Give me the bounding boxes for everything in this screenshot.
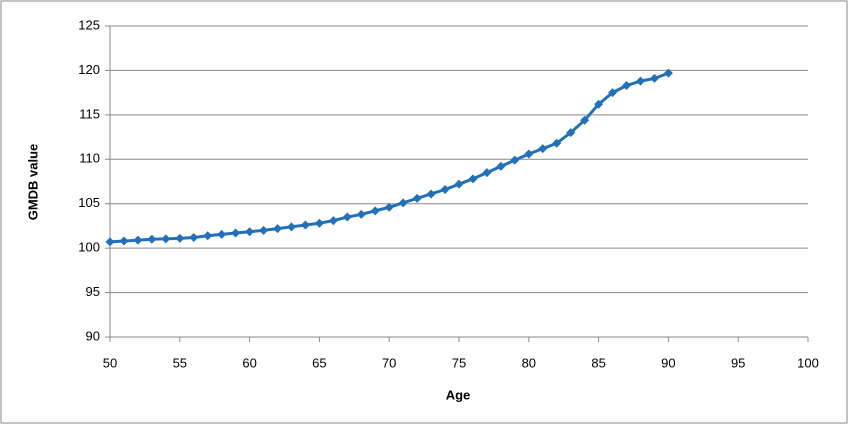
- data-point: [482, 168, 492, 178]
- data-point: [440, 184, 450, 194]
- data-point: [524, 149, 534, 159]
- data-point: [342, 212, 352, 222]
- data-point: [552, 138, 562, 148]
- data-point: [384, 202, 394, 212]
- data-point: [566, 128, 576, 138]
- data-point: [161, 234, 171, 244]
- y-tick-label: 120: [78, 62, 100, 77]
- data-point: [175, 233, 185, 243]
- data-point: [594, 99, 604, 109]
- data-point: [426, 189, 436, 199]
- data-point: [608, 88, 618, 98]
- data-point: [622, 81, 632, 91]
- data-point: [119, 236, 129, 246]
- data-point: [217, 229, 227, 239]
- data-point: [231, 228, 241, 238]
- x-tick-label: 100: [797, 355, 819, 370]
- x-tick-label: 55: [173, 355, 187, 370]
- data-point: [398, 198, 408, 208]
- data-point: [412, 193, 422, 203]
- data-point: [314, 218, 324, 228]
- data-point: [663, 68, 673, 78]
- data-point: [286, 222, 296, 232]
- x-tick-label: 65: [312, 355, 326, 370]
- x-tick-label: 70: [382, 355, 396, 370]
- x-tick-label: 50: [103, 355, 117, 370]
- data-point: [580, 115, 590, 125]
- data-point: [370, 206, 380, 216]
- data-point: [649, 73, 659, 83]
- y-tick-label: 110: [79, 151, 100, 166]
- y-tick-label: 115: [79, 106, 100, 121]
- data-point: [300, 220, 310, 230]
- data-point: [245, 227, 255, 237]
- y-tick-label: 125: [78, 17, 100, 32]
- y-axis-title: GMDB value: [25, 144, 40, 221]
- x-tick-label: 75: [452, 355, 466, 370]
- x-tick-label: 95: [731, 355, 745, 370]
- data-point: [496, 161, 506, 171]
- y-tick-label: 100: [78, 240, 100, 255]
- data-point: [328, 216, 338, 226]
- x-tick-label: 60: [242, 355, 256, 370]
- data-point: [259, 225, 269, 235]
- x-tick-label: 85: [591, 355, 605, 370]
- data-point: [635, 76, 645, 86]
- data-point: [133, 235, 143, 245]
- y-tick-label: 90: [86, 328, 100, 343]
- y-tick-label: 95: [86, 284, 100, 299]
- data-point: [510, 155, 520, 165]
- data-point: [538, 144, 548, 154]
- data-point: [105, 237, 115, 247]
- x-axis-title: Age: [446, 387, 471, 402]
- data-point: [356, 209, 366, 219]
- data-point: [273, 224, 283, 234]
- data-point: [203, 231, 213, 241]
- data-point: [189, 232, 199, 242]
- y-tick-label: 105: [78, 195, 100, 210]
- data-point: [147, 234, 157, 244]
- x-tick-label: 80: [522, 355, 536, 370]
- data-point: [454, 179, 464, 189]
- x-tick-label: 90: [661, 355, 675, 370]
- data-point: [468, 174, 478, 184]
